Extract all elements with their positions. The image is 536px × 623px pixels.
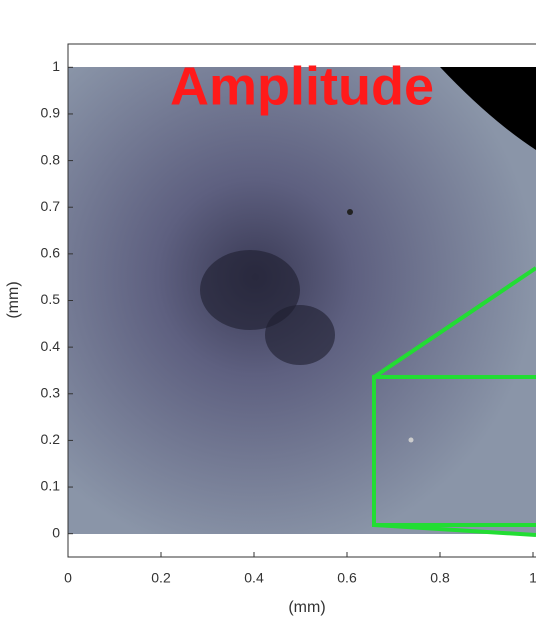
black-corner [440, 67, 536, 150]
y-tick-label: 0.7 [41, 198, 61, 214]
x-tick-label: 0.8 [430, 570, 450, 586]
x-tick-label: 0 [64, 570, 72, 586]
spot [347, 209, 353, 215]
x-tick-label: 1 [529, 570, 536, 586]
x-tick-label: 0.6 [337, 570, 357, 586]
y-tick-label: 0.2 [41, 431, 61, 447]
y-tick-label: 1 [52, 58, 60, 74]
y-tick-label: 0.5 [41, 291, 61, 307]
x-tick-label: 0.4 [244, 570, 264, 586]
y-tick-label: 0.8 [41, 151, 61, 167]
y-axis-label: (mm) [5, 281, 22, 318]
y-tick-label: 0 [52, 524, 60, 540]
image-layer [68, 67, 536, 537]
y-tick-label: 0.1 [41, 478, 61, 494]
y-tick-label: 0.3 [41, 384, 61, 400]
chart-title: Amplitude [170, 56, 434, 116]
amplitude-image [68, 67, 536, 534]
dark-spot [265, 305, 335, 365]
spot [408, 437, 414, 443]
y-tick-label: 0.4 [41, 338, 61, 354]
y-tick-label: 0.9 [41, 105, 61, 121]
x-axis-label: (mm) [288, 599, 325, 616]
zoom-box [372, 375, 536, 527]
x-tick-label: 0.2 [151, 570, 171, 586]
zoom-line [372, 266, 536, 379]
y-tick-label: 0.6 [41, 245, 61, 261]
dark-spot [200, 250, 300, 330]
